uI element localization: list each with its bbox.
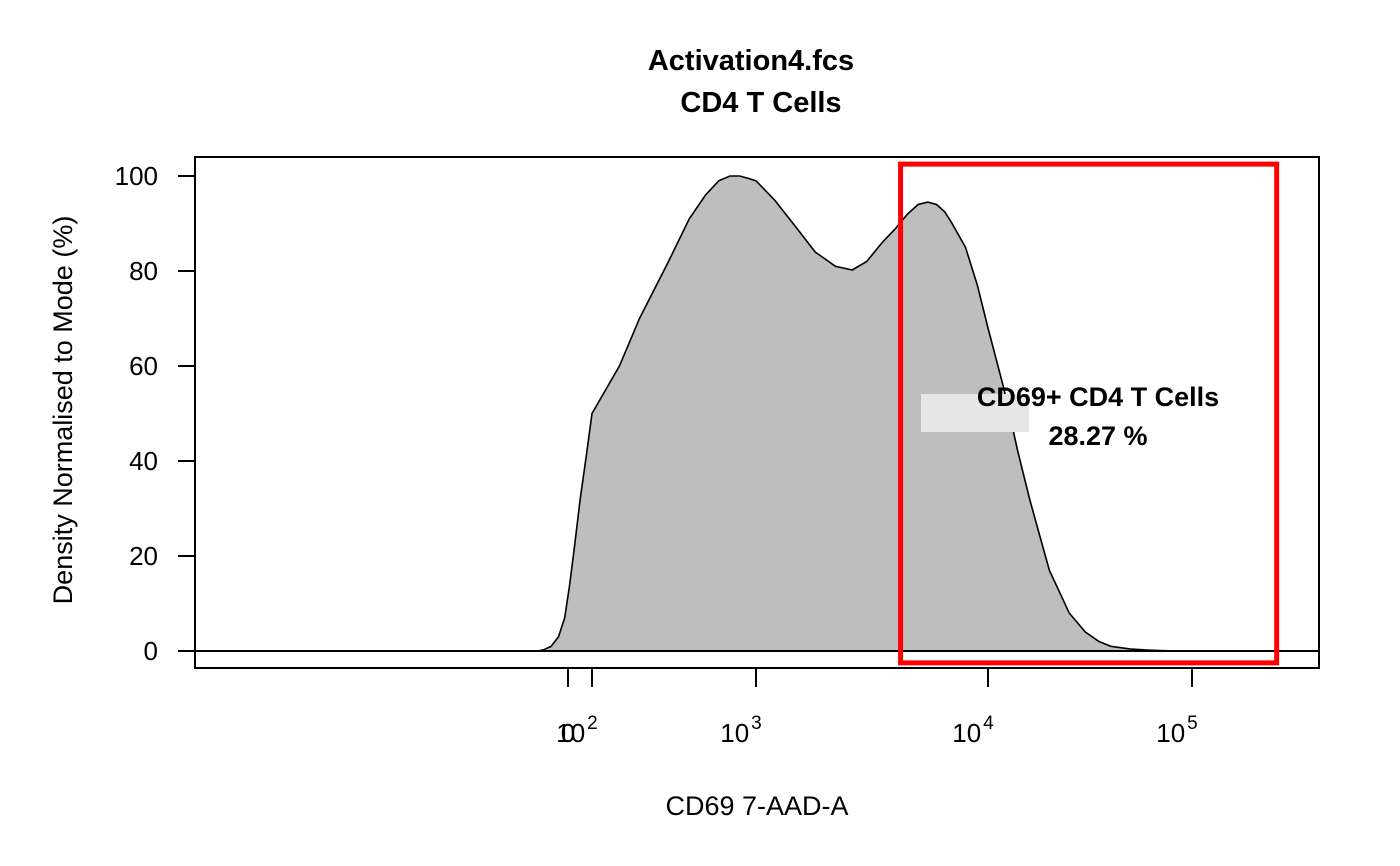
x-tick-label-100000: 10 5: [1156, 713, 1198, 748]
gate-label-name: CD69+ CD4 T Cells: [977, 382, 1219, 412]
y-tick-label-40: 40: [129, 446, 158, 476]
x-tick-label-10000: 10 4: [952, 713, 994, 748]
chart-subtitle: CD4 T Cells: [680, 87, 841, 119]
x-tick-label-0: 0: [561, 718, 575, 748]
y-tick-label-0: 0: [144, 636, 158, 666]
chart-title: Activation4.fcs: [648, 45, 854, 77]
x-tick-label-100: 10 2: [556, 713, 598, 748]
density-area-0: [537, 176, 1192, 651]
y-tick-label-80: 80: [129, 256, 158, 286]
gate-rectangle[interactable]: [898, 161, 1280, 666]
y-tick-label-100: 100: [115, 161, 158, 191]
y-tick-label-60: 60: [129, 351, 158, 381]
x-tick-label-1000: 10 3: [720, 713, 762, 748]
gate-label-background: [921, 394, 1029, 432]
x-axis: 010 2 10 3 10 4 10 5: [556, 668, 1198, 748]
y-tick-label-20: 20: [129, 541, 158, 571]
y-axis: 0 20 40 60 80 100: [115, 161, 195, 666]
density-layer: [537, 175, 1192, 652]
x-axis-label: CD69 7-AAD-A: [665, 791, 848, 821]
gate-label-percent: 28.27 %: [1048, 421, 1147, 451]
density-line-0: [537, 175, 1192, 652]
y-axis-label: Density Normalised to Mode (%): [48, 216, 78, 605]
